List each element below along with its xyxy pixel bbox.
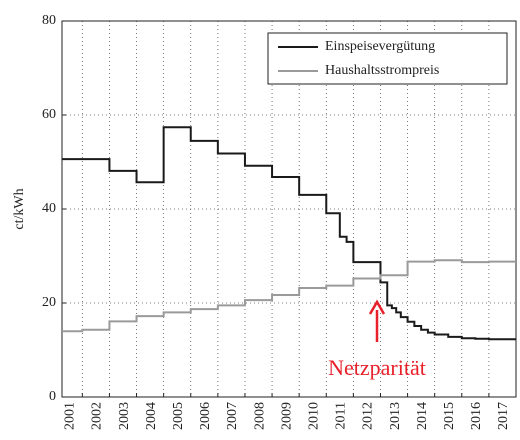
x-tick-label: 2002 bbox=[90, 402, 105, 430]
x-tick-label: 2001 bbox=[63, 402, 78, 430]
x-tick-label: 2004 bbox=[144, 402, 159, 430]
series-line bbox=[62, 259, 516, 333]
y-tick-label: 60 bbox=[42, 107, 56, 122]
x-tick-label: 2008 bbox=[252, 402, 267, 430]
x-tick-label: 2011 bbox=[334, 402, 349, 429]
y-tick-label: 0 bbox=[49, 389, 56, 404]
x-tick-label: 2014 bbox=[415, 402, 430, 430]
annotation-text: Netzparität bbox=[328, 355, 426, 380]
legend: Einspeisevergütung Haushaltsstrompreis bbox=[267, 32, 508, 85]
x-tick-label: 2015 bbox=[442, 402, 457, 430]
x-tick-label: 2017 bbox=[496, 402, 511, 430]
x-tick-label: 2005 bbox=[171, 402, 186, 430]
x-tick-label: 2007 bbox=[225, 402, 240, 430]
plot-frame bbox=[61, 20, 517, 398]
series-line bbox=[62, 126, 516, 341]
annotation-arrowhead bbox=[368, 299, 386, 315]
legend-label: Einspeisevergütung bbox=[325, 39, 435, 54]
legend-label: Haushaltsstrompreis bbox=[325, 63, 439, 78]
y-axis-label: ct/kWh bbox=[12, 188, 27, 229]
legend-box bbox=[267, 32, 508, 85]
x-tick-label: 2006 bbox=[198, 402, 213, 430]
x-tick-label: 2009 bbox=[279, 402, 294, 430]
y-tick-label: 40 bbox=[42, 201, 56, 216]
y-tick-label: 80 bbox=[42, 13, 56, 28]
x-tick-label: 2010 bbox=[306, 402, 321, 430]
x-tick-label: 2013 bbox=[388, 402, 403, 430]
x-tick-label: 2012 bbox=[361, 402, 376, 430]
x-tick-label: 2016 bbox=[469, 402, 484, 430]
x-tick-label: 2003 bbox=[117, 402, 132, 430]
y-tick-label: 20 bbox=[42, 295, 56, 310]
